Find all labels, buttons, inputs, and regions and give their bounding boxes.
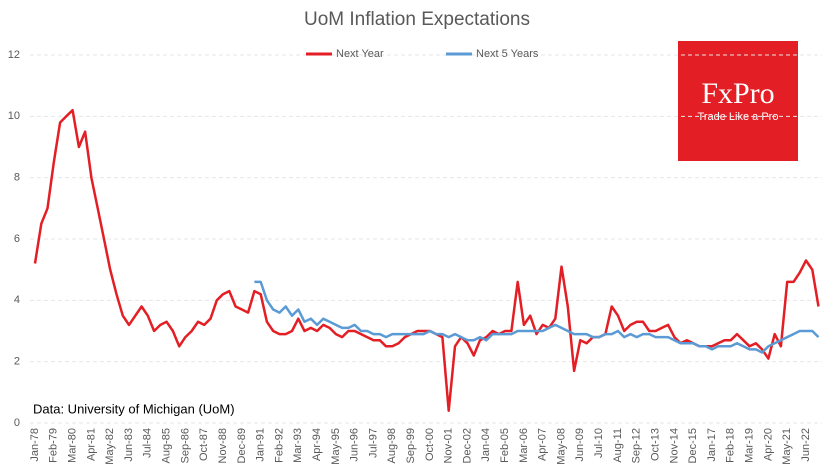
x-tick-label: Jul-97	[367, 428, 379, 458]
x-tick-label: Jan-04	[480, 428, 492, 462]
x-tick-label: Feb-05	[499, 428, 511, 463]
x-tick-label: Jan-91	[255, 428, 267, 462]
x-tick-label: Apr-20	[762, 428, 774, 461]
x-tick-label: May-82	[104, 428, 116, 465]
logo-box	[678, 41, 798, 161]
x-tick-label: Aug-85	[161, 428, 173, 463]
y-tick-label: 4	[14, 294, 20, 306]
x-tick-label: Mar-80	[67, 428, 79, 463]
x-tick-label: Jan-78	[29, 428, 41, 462]
x-tick-label: Oct-00	[424, 428, 436, 461]
chart-title: UoM Inflation Expectations	[304, 9, 530, 30]
x-tick-label: Oct-13	[649, 428, 661, 461]
x-tick-label: Jul-10	[593, 428, 605, 458]
x-tick-label: Feb-92	[273, 428, 285, 463]
x-tick-label: Sep-86	[179, 428, 191, 463]
x-tick-label: Jul-84	[142, 428, 154, 458]
x-tick-label: Sep-12	[631, 428, 643, 463]
x-tick-label: Mar-19	[743, 428, 755, 463]
y-tick-label: 0	[14, 417, 20, 429]
x-tick-label: May-08	[555, 428, 567, 465]
x-tick-label: Oct-87	[198, 428, 210, 461]
x-tick-label: Sep-99	[405, 428, 417, 463]
x-tick-label: Jun-83	[123, 428, 135, 462]
x-tick-label: Aug-98	[386, 428, 398, 463]
x-tick-label: Jun-09	[574, 428, 586, 462]
x-tick-label: Apr-81	[85, 428, 97, 461]
y-tick-label: 2	[14, 356, 20, 368]
x-tick-label: Aug-11	[612, 428, 624, 463]
y-tick-label: 12	[8, 49, 20, 61]
x-tick-label: Dec-02	[461, 428, 473, 463]
x-tick-label: Feb-18	[725, 428, 737, 463]
legend-label: Next 5 Years	[476, 48, 539, 60]
x-tick-label: Mar-06	[518, 428, 530, 463]
logo-tagline: Trade Like a Pro	[698, 111, 779, 123]
x-tick-label: Apr-07	[537, 428, 549, 461]
x-tick-label: May-21	[781, 428, 793, 465]
x-tick-label: Dec-15	[687, 428, 699, 463]
x-tick-label: Nov-01	[443, 428, 455, 463]
x-tick-label: Nov-14	[668, 428, 680, 463]
x-tick-label: Feb-79	[48, 428, 60, 463]
x-tick-label: Nov-88	[217, 428, 229, 463]
source-note: Data: University of Michigan (UoM)	[33, 401, 235, 416]
x-tick-label: Apr-94	[311, 428, 323, 461]
x-tick-label: Jun-96	[349, 428, 361, 462]
x-tick-label: May-95	[330, 428, 342, 465]
y-tick-label: 8	[14, 172, 20, 184]
y-tick-label: 10	[8, 110, 20, 122]
x-tick-label: Jun-22	[800, 428, 812, 462]
x-tick-label: Jan-17	[706, 428, 718, 462]
series-line	[33, 108, 820, 412]
legend-label: Next Year	[336, 48, 384, 60]
x-tick-label: Dec-89	[236, 428, 248, 463]
logo-brand: FxPro	[701, 77, 774, 110]
y-tick-label: 6	[14, 233, 20, 245]
series-line	[254, 280, 820, 354]
x-tick-label: Mar-93	[292, 428, 304, 463]
